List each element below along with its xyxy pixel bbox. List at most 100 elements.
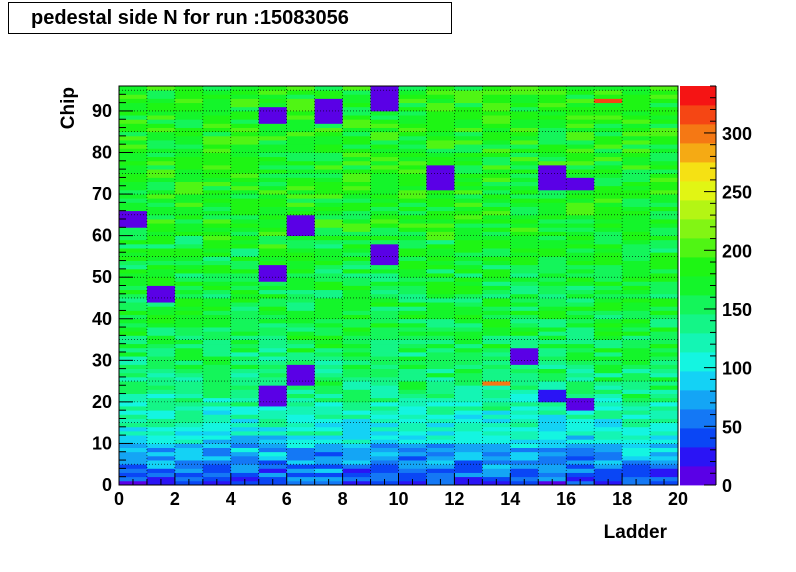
heatmap-cell bbox=[426, 110, 455, 116]
heatmap-cell bbox=[286, 468, 316, 473]
heatmap-cell bbox=[398, 256, 427, 261]
heatmap-cell bbox=[538, 302, 567, 307]
heatmap-cell bbox=[622, 356, 651, 361]
heatmap-cell bbox=[230, 177, 260, 182]
heatmap-cell bbox=[510, 235, 539, 241]
heatmap-cell bbox=[314, 206, 343, 212]
heatmap-cell bbox=[314, 352, 343, 357]
heatmap-cell bbox=[314, 277, 343, 282]
heatmap-cell bbox=[119, 439, 148, 444]
heatmap-cell bbox=[370, 397, 399, 403]
heatmap-cell bbox=[482, 273, 511, 278]
heatmap-cell bbox=[622, 426, 651, 432]
heatmap-cell bbox=[342, 439, 371, 444]
heatmap-cell bbox=[146, 273, 176, 278]
heatmap-cell bbox=[370, 389, 399, 394]
heatmap-cell bbox=[622, 460, 651, 465]
heatmap-cell bbox=[258, 135, 288, 141]
heatmap-cell bbox=[146, 430, 176, 436]
heatmap-cell bbox=[622, 94, 651, 99]
heatmap-cell bbox=[119, 268, 148, 274]
heatmap-cell bbox=[119, 219, 148, 224]
heatmap-cell bbox=[174, 451, 204, 457]
heatmap-cell bbox=[482, 318, 511, 324]
heatmap-cell bbox=[482, 214, 511, 220]
heatmap-cell bbox=[119, 169, 148, 174]
heatmap-cell bbox=[202, 198, 232, 203]
heatmap-cell bbox=[482, 106, 511, 112]
heatmap-cell bbox=[510, 352, 539, 357]
heatmap-cell bbox=[650, 455, 679, 461]
heatmap-cell bbox=[286, 206, 316, 212]
heatmap-cell bbox=[370, 243, 399, 249]
heatmap-cell bbox=[454, 372, 483, 378]
y-tick-label: 20 bbox=[92, 392, 112, 412]
heatmap-cell bbox=[398, 426, 427, 432]
heatmap-cell bbox=[510, 376, 539, 382]
heatmap-cell bbox=[538, 219, 567, 224]
heatmap-cell bbox=[314, 397, 343, 403]
heatmap-cell bbox=[202, 181, 232, 187]
heatmap-cell bbox=[426, 131, 455, 137]
heatmap-cell bbox=[119, 110, 148, 116]
heatmap-cell bbox=[482, 289, 511, 295]
heatmap-cell bbox=[594, 435, 623, 440]
heatmap-cell bbox=[594, 164, 623, 170]
heatmap-cell bbox=[566, 273, 595, 278]
heatmap-cell bbox=[482, 368, 511, 374]
heatmap-cell bbox=[566, 310, 595, 315]
heatmap-cell bbox=[454, 376, 483, 382]
heatmap-cell bbox=[510, 430, 539, 436]
heatmap-cell bbox=[454, 181, 483, 187]
heatmap-cell bbox=[258, 131, 288, 137]
heatmap-cell bbox=[230, 214, 260, 220]
heatmap-cell bbox=[202, 347, 232, 353]
heatmap-cell bbox=[370, 476, 399, 482]
heatmap-cell bbox=[230, 252, 260, 257]
heatmap-cell bbox=[622, 310, 651, 315]
heatmap-cell bbox=[650, 385, 679, 390]
heatmap-cell bbox=[202, 277, 232, 282]
heatmap-cell bbox=[286, 152, 316, 158]
heatmap-cell bbox=[314, 189, 343, 195]
heatmap-cell bbox=[482, 339, 511, 345]
heatmap-cell bbox=[370, 252, 399, 257]
heatmap-cell bbox=[566, 148, 595, 153]
colorbar-swatch bbox=[680, 276, 716, 296]
heatmap-cell bbox=[119, 148, 148, 153]
heatmap-cell bbox=[650, 164, 679, 170]
heatmap-cell bbox=[174, 198, 204, 203]
heatmap-cell bbox=[146, 364, 176, 370]
heatmap-cell bbox=[230, 352, 260, 357]
heatmap-cell bbox=[622, 219, 651, 224]
heatmap-cell bbox=[594, 152, 623, 158]
x-tick-label: 12 bbox=[444, 489, 464, 509]
heatmap-cell bbox=[286, 98, 316, 104]
heatmap-cell bbox=[454, 223, 483, 228]
heatmap-cell bbox=[370, 439, 399, 444]
y-tick-label: 10 bbox=[92, 433, 112, 453]
heatmap-cell bbox=[594, 418, 623, 424]
heatmap-cell bbox=[566, 343, 595, 349]
heatmap-cell bbox=[482, 94, 511, 99]
heatmap-cell bbox=[146, 115, 176, 120]
heatmap-cell bbox=[510, 293, 539, 299]
heatmap-cell bbox=[342, 331, 371, 336]
heatmap-cell bbox=[258, 86, 288, 91]
heatmap-cell bbox=[342, 422, 371, 428]
heatmap-cell bbox=[566, 476, 595, 482]
heatmap-cell bbox=[426, 472, 455, 478]
heatmap-cell bbox=[202, 189, 232, 195]
heatmap-cell bbox=[258, 356, 288, 361]
heatmap-cell bbox=[314, 364, 343, 370]
heatmap-cell bbox=[286, 86, 316, 91]
heatmap-cell bbox=[314, 368, 343, 374]
heatmap-cell bbox=[314, 144, 343, 149]
heatmap-cell bbox=[119, 397, 148, 403]
heatmap-cell bbox=[426, 252, 455, 257]
heatmap-cell bbox=[398, 156, 427, 162]
heatmap-cell bbox=[398, 289, 427, 295]
heatmap-cell bbox=[119, 410, 148, 415]
heatmap-cell bbox=[342, 468, 371, 473]
heatmap-cell bbox=[342, 397, 371, 403]
